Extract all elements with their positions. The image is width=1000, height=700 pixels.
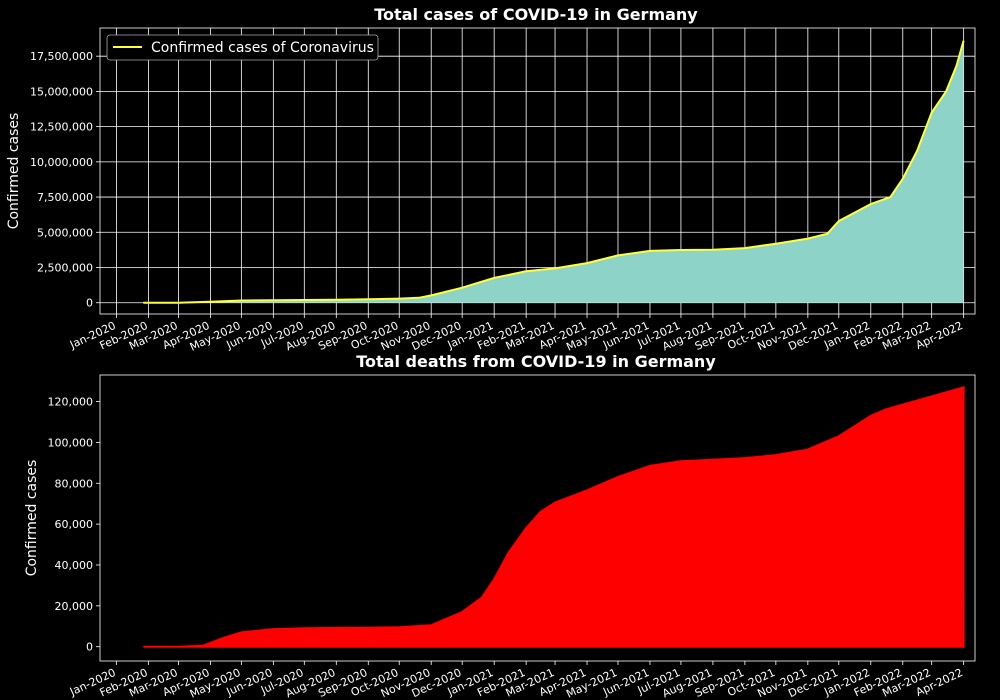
deaths-y-tick-label: 80,000 [55,477,94,490]
cases-chart: Total cases of COVID-19 in Germany 0 2,50… [6,5,976,354]
legend-entry-label: Confirmed cases of Coronavirus [151,40,374,56]
cases-y-tick-label: 0 [86,297,93,310]
deaths-plot-frame [99,374,976,662]
legend-box [106,34,379,61]
deaths-y-axis-title: Confirmed cases [24,460,40,577]
deaths-y-tick-label: 40,000 [55,559,94,572]
cases-y-ticks: 0 2,500,000 5,000,000 7,500,000 10,000,000 12… [30,50,100,310]
deaths-y-tick-label: 100,000 [48,436,94,449]
cases-area [143,40,964,303]
cases-y-tick-label: 10,000,000 [30,156,93,169]
cases-y-tick-label: 5,000,000 [37,226,93,239]
cases-legend: Confirmed cases of Coronavirus [106,34,379,61]
deaths-x-ticks: Jan-2020Feb-2020Mar-2020Apr-2020May-2020… [67,661,965,700]
deaths-area [143,385,965,648]
cases-y-tick-label: 17,500,000 [30,50,93,63]
deaths-y-tick-label: 20,000 [55,600,94,613]
deaths-y-tick-label: 60,000 [55,518,94,531]
deaths-y-tick-label: 0 [86,641,93,654]
cases-y-tick-label: 15,000,000 [30,85,93,98]
cases-line [143,40,965,304]
deaths-y-tick-label: 120,000 [48,396,94,409]
cases-y-axis-title: Confirmed cases [6,113,22,230]
cases-y-tick-label: 7,500,000 [37,191,93,204]
cases-chart-title: Total cases of COVID-19 in Germany [374,5,698,24]
cases-plot-frame [99,27,976,315]
cases-x-ticks: Jan-2020Feb-2020Mar-2020Apr-2020May-2020… [67,314,965,354]
cases-y-tick-label: 12,500,000 [30,121,93,134]
deaths-chart: Total deaths from COVID-19 in Germany 0 2… [24,352,976,700]
deaths-chart-title: Total deaths from COVID-19 in Germany [356,352,716,371]
deaths-y-ticks: 0 20,000 40,000 60,000 80,000 100,000 120,000 [48,396,100,654]
cases-y-tick-label: 2,500,000 [37,262,93,275]
